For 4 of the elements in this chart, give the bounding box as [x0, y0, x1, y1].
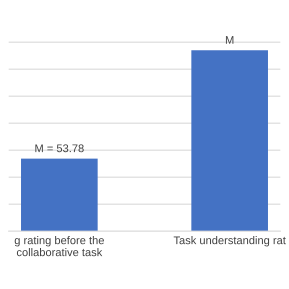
- data-label: M: [226, 36, 234, 44]
- data-label: M = 53.78: [35, 144, 84, 152]
- x-tick-label: g rating before the collaborative task: [14, 236, 104, 256]
- x-tick-label: Task understanding rat: [174, 236, 286, 246]
